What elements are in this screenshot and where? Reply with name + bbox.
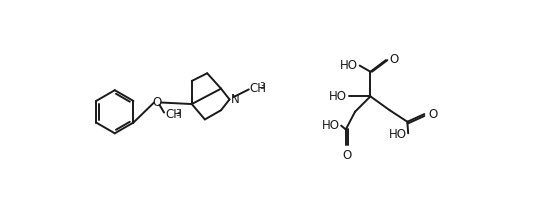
Text: HO: HO	[322, 119, 340, 132]
Text: HO: HO	[329, 90, 348, 103]
Text: O: O	[390, 53, 399, 66]
Text: 3: 3	[260, 82, 265, 91]
Text: O: O	[342, 149, 351, 162]
Text: CH: CH	[166, 108, 183, 121]
Text: O: O	[152, 96, 162, 109]
Text: N: N	[231, 93, 240, 106]
Text: O: O	[428, 108, 437, 121]
Text: HO: HO	[340, 59, 358, 72]
Text: CH: CH	[250, 82, 267, 95]
Text: 3: 3	[175, 109, 181, 118]
Text: HO: HO	[389, 128, 406, 141]
